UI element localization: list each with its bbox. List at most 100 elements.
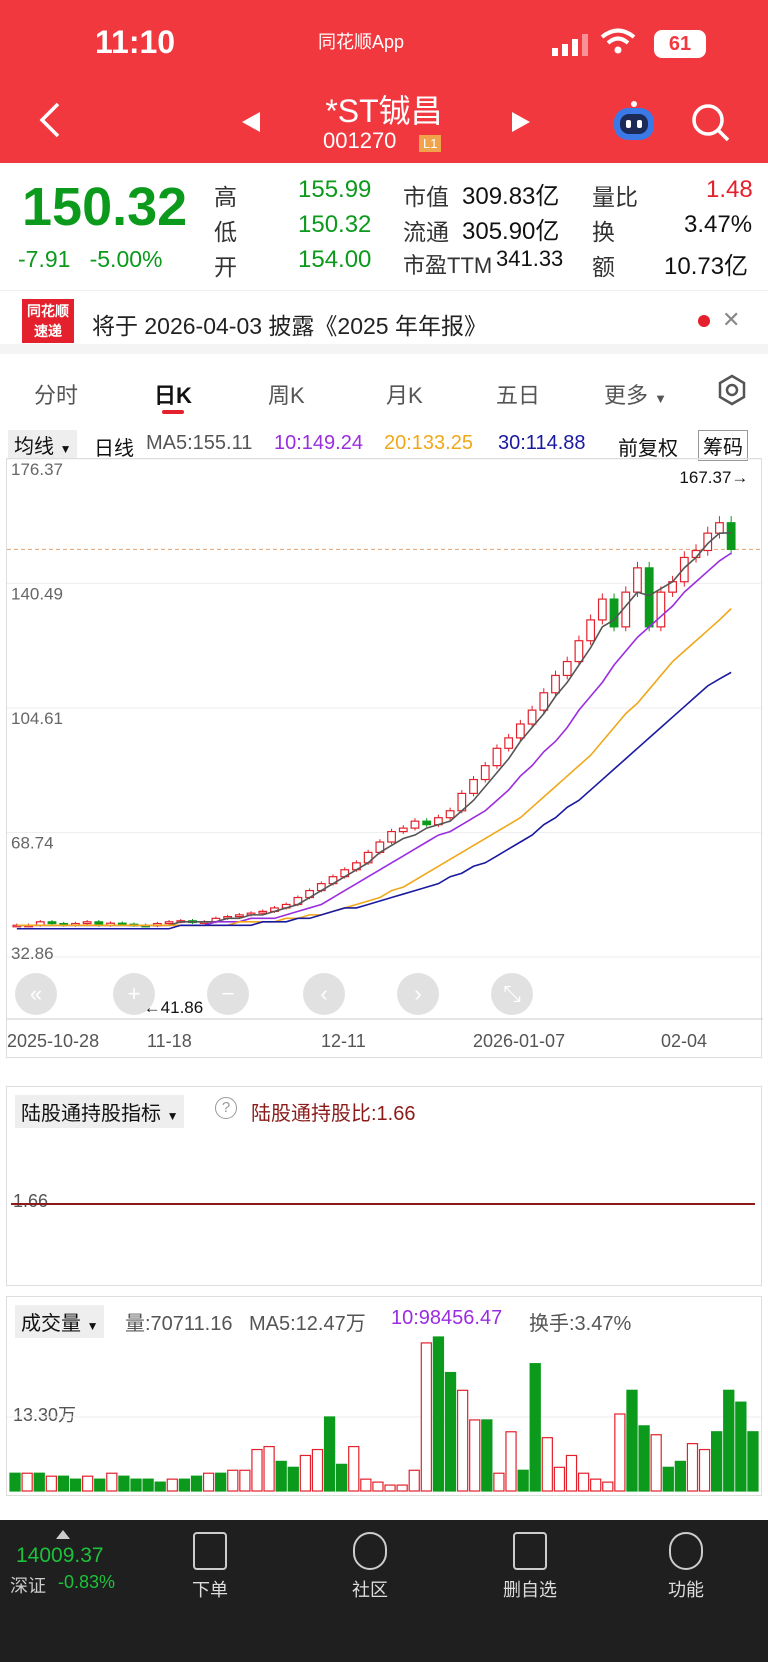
help-icon[interactable]: ?: [215, 1097, 237, 1119]
battery-icon: 61: [654, 30, 706, 58]
chips-button[interactable]: 筹码: [698, 430, 748, 461]
tab-intraday[interactable]: 分时: [34, 383, 79, 408]
index-change: -0.83%: [58, 1572, 116, 1592]
y-tick-label: 104.61: [11, 709, 63, 728]
tab-more[interactable]: 更多 ▼: [604, 383, 668, 408]
indicator-selector[interactable]: 陆股通持股指标 ▼: [15, 1095, 185, 1128]
open-value: 154.00: [298, 246, 372, 273]
volume-bar: [323, 1416, 336, 1492]
x-tick-label: 2025-10-28: [7, 1031, 99, 1051]
back-icon[interactable]: [36, 100, 62, 145]
vol-ratio-label: 量比: [592, 184, 638, 210]
volume-bar: [493, 1472, 505, 1492]
close-icon[interactable]: ✕: [722, 307, 741, 332]
volume-bar: [469, 1419, 481, 1492]
tab-weekly-k[interactable]: 周K: [268, 383, 305, 408]
tab-daily-k[interactable]: 日K: [154, 383, 192, 408]
x-tick-label: 12-11: [321, 1031, 366, 1051]
volume-bar: [311, 1448, 324, 1492]
top-bar: 11:10 同花顺App 61 *ST铖昌 001270 L1: [0, 0, 768, 163]
robot-assistant-icon[interactable]: [610, 100, 658, 149]
candle-body: [703, 532, 713, 552]
indicator-line: [11, 1203, 755, 1205]
status-time: 11:10: [95, 24, 176, 60]
volume-turnover: 换手:3.47%: [529, 1313, 632, 1335]
nav-functions[interactable]: 功能: [636, 1532, 736, 1602]
ma-selector[interactable]: 均线 ▼: [8, 430, 78, 459]
zoom-in-icon[interactable]: +: [113, 973, 155, 1015]
stock-name: *ST铖昌: [325, 93, 443, 129]
volume-bar: [698, 1448, 711, 1492]
nav-community[interactable]: 社区: [320, 1532, 420, 1602]
volume-bar: [735, 1401, 747, 1492]
candle-body: [597, 598, 607, 621]
candle-body: [656, 591, 666, 628]
volume-bar: [227, 1469, 239, 1492]
volume-bar: [57, 1475, 70, 1492]
candle-body: [410, 820, 420, 829]
notice-text: 将于 2026-04-03 披露《2025 年年报》: [92, 313, 487, 339]
search-icon[interactable]: [690, 102, 732, 149]
notice-banner[interactable]: 同花顺 速递 将于 2026-04-03 披露《2025 年年报》 ✕: [0, 290, 768, 354]
min-price-label: ←41.86: [144, 998, 204, 1017]
candle-body: [609, 598, 619, 628]
volume-bar: [711, 1431, 723, 1492]
candle-body: [586, 619, 596, 642]
level-badge: L1: [419, 135, 442, 152]
prev-stock-icon[interactable]: [240, 110, 262, 139]
nav-remove-watchlist[interactable]: 删自选: [480, 1532, 580, 1602]
ma-legend: 均线 ▼ 日线 MA5:155.11 10:149.24 20:133.25 3…: [0, 428, 768, 461]
menu-icon: [669, 1532, 703, 1570]
mktcap-label: 市值: [403, 184, 449, 210]
candle-body: [82, 921, 92, 925]
volume-bar: [638, 1425, 650, 1492]
fullscreen-icon[interactable]: ⤡: [491, 973, 533, 1015]
volume-bar: [142, 1478, 154, 1492]
scroll-left-icon[interactable]: ‹: [303, 973, 345, 1015]
candle-body: [504, 737, 514, 749]
kline-chart[interactable]: 176.37 140.49 104.61 68.74 32.86 167.37→ ←41.8…: [6, 458, 763, 1058]
caret-down-icon: ▼: [166, 1109, 179, 1123]
x-tick-label: 11-18: [147, 1031, 192, 1051]
volume-bar: [650, 1434, 662, 1492]
volume-bar: [215, 1472, 227, 1492]
candle-body: [492, 747, 502, 767]
tab-monthly-k[interactable]: 月K: [386, 383, 423, 408]
candle-body: [515, 723, 525, 739]
high-label: 高: [214, 184, 237, 210]
expand-icon[interactable]: [56, 1530, 70, 1539]
ma10-value: 10:149.24: [274, 432, 363, 454]
nav-order[interactable]: 下单: [160, 1532, 260, 1602]
candle-body: [551, 674, 560, 694]
x-tick-label: 2026-01-07: [473, 1031, 565, 1051]
adjust-selector[interactable]: 前复权: [618, 438, 678, 460]
float-label: 流通: [403, 219, 449, 245]
settings-icon[interactable]: [716, 374, 748, 411]
vol-ratio-value: 1.48: [706, 176, 753, 203]
zoom-out-icon[interactable]: «: [15, 973, 57, 1015]
tab-five-day[interactable]: 五日: [496, 383, 541, 408]
volume-bar: [553, 1466, 566, 1492]
amount-label: 额: [592, 254, 615, 280]
x-tick-label: 02-04: [661, 1031, 707, 1051]
stock-code: 001270: [323, 128, 397, 153]
volume-bar: [130, 1478, 142, 1492]
current-price: 150.32: [22, 177, 188, 237]
max-price-label: 167.37→: [679, 468, 748, 487]
turnover-value: 3.47%: [684, 211, 753, 238]
volume-bar: [239, 1469, 251, 1492]
next-stock-icon[interactable]: [510, 110, 532, 139]
document-icon: [193, 1532, 227, 1570]
volume-bar: [336, 1463, 348, 1492]
volume-selector[interactable]: 成交量 ▼: [15, 1305, 105, 1338]
indicator-panel: 陆股通持股指标 ▼ ? 陆股通持股比:1.66 1.66: [6, 1086, 762, 1286]
volume-bar: [178, 1478, 191, 1492]
period-tabs: 分时 日K 周K 月K 五日 更多 ▼: [0, 364, 768, 420]
scroll-right-icon[interactable]: ›: [397, 973, 439, 1015]
ma5-value: MA5:155.11: [146, 432, 253, 454]
ma30-line: [16, 671, 732, 930]
volume-bar: [348, 1445, 360, 1492]
volume-bar: [45, 1475, 57, 1492]
minus-icon[interactable]: −: [207, 973, 249, 1015]
volume-bar: [662, 1466, 674, 1492]
